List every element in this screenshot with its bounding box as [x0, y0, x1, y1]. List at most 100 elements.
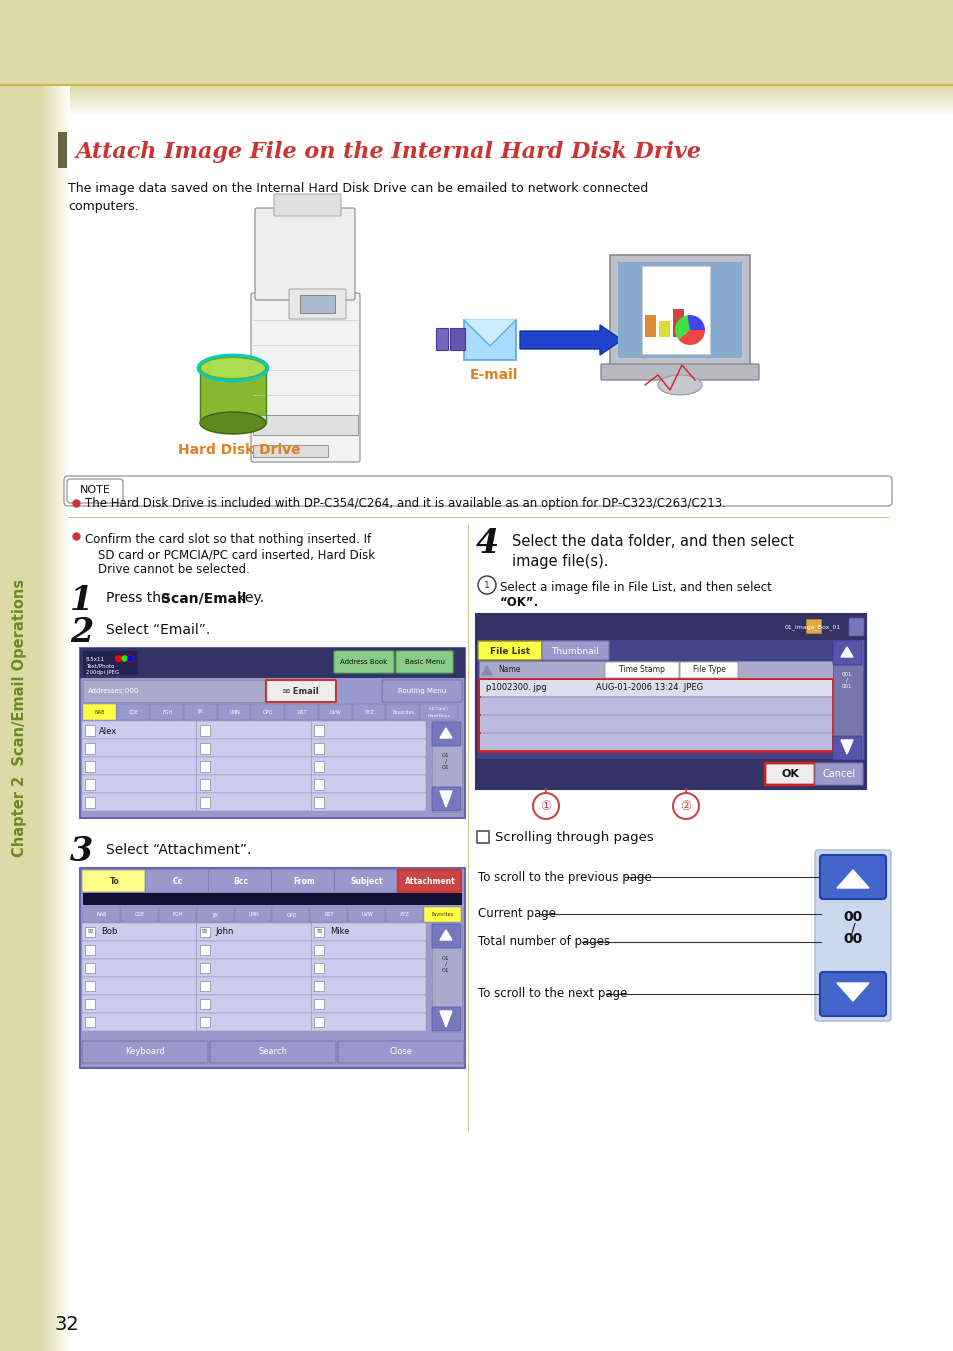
- FancyBboxPatch shape: [184, 704, 216, 720]
- Text: LMN: LMN: [229, 709, 240, 715]
- FancyBboxPatch shape: [83, 907, 120, 921]
- Bar: [686, 319, 698, 336]
- Bar: [83, 893, 461, 905]
- Text: ①: ①: [539, 800, 551, 812]
- Text: 3: 3: [70, 835, 93, 867]
- FancyBboxPatch shape: [196, 959, 311, 977]
- Bar: [200, 367, 266, 423]
- FancyBboxPatch shape: [386, 907, 423, 921]
- Text: Basic Menu: Basic Menu: [405, 659, 444, 665]
- Bar: [199, 761, 210, 771]
- Text: “OK”.: “OK”.: [499, 596, 538, 609]
- Bar: [60, 85, 62, 1351]
- Text: IJK: IJK: [197, 709, 204, 715]
- Text: Select “Email”.: Select “Email”.: [106, 623, 210, 638]
- Bar: [641, 266, 709, 354]
- FancyBboxPatch shape: [311, 994, 426, 1013]
- Text: Select “Attachment”.: Select “Attachment”.: [106, 843, 251, 857]
- Bar: [199, 743, 210, 754]
- FancyBboxPatch shape: [82, 721, 196, 739]
- FancyBboxPatch shape: [196, 793, 311, 811]
- Bar: [476, 613, 865, 640]
- Bar: [85, 944, 95, 955]
- FancyBboxPatch shape: [432, 1006, 460, 1031]
- FancyBboxPatch shape: [196, 907, 233, 921]
- Text: NOTE: NOTE: [79, 485, 111, 494]
- Text: Chapter 2  Scan/Email Operations: Chapter 2 Scan/Email Operations: [12, 580, 28, 857]
- Bar: [479, 680, 831, 696]
- Bar: [42, 85, 44, 1351]
- Bar: [40, 86, 953, 89]
- FancyBboxPatch shape: [604, 662, 679, 678]
- Bar: [44, 85, 45, 1351]
- Bar: [85, 725, 95, 736]
- Bar: [479, 698, 831, 713]
- Circle shape: [672, 793, 699, 819]
- Text: AUG-01-2006 13:24  JPEG: AUG-01-2006 13:24 JPEG: [596, 684, 702, 693]
- FancyBboxPatch shape: [311, 757, 426, 775]
- Text: OPQ: OPQ: [286, 912, 296, 917]
- Bar: [85, 981, 95, 992]
- Text: Hard Disk Drive: Hard Disk Drive: [178, 443, 300, 457]
- FancyBboxPatch shape: [311, 959, 426, 977]
- Text: John: John: [215, 928, 233, 936]
- Bar: [644, 315, 656, 336]
- FancyBboxPatch shape: [764, 763, 814, 785]
- Bar: [69, 85, 70, 1351]
- Bar: [68, 85, 69, 1351]
- Text: RST: RST: [297, 709, 307, 715]
- FancyArrow shape: [519, 326, 621, 355]
- FancyBboxPatch shape: [83, 704, 115, 720]
- Bar: [67, 85, 68, 1351]
- Bar: [58, 132, 67, 168]
- FancyBboxPatch shape: [311, 721, 426, 739]
- Text: ②: ②: [679, 800, 691, 812]
- Bar: [314, 998, 324, 1009]
- FancyBboxPatch shape: [82, 775, 196, 793]
- Bar: [58, 85, 59, 1351]
- FancyBboxPatch shape: [832, 640, 862, 665]
- Text: Cc: Cc: [172, 877, 183, 885]
- FancyBboxPatch shape: [158, 907, 195, 921]
- Bar: [85, 780, 95, 790]
- FancyBboxPatch shape: [820, 971, 885, 1016]
- FancyBboxPatch shape: [311, 942, 426, 959]
- FancyBboxPatch shape: [311, 793, 426, 811]
- Text: The image data saved on the Internal Hard Disk Drive can be emailed to network c: The image data saved on the Internal Har…: [68, 182, 648, 195]
- Text: To scroll to the next page: To scroll to the next page: [477, 988, 627, 1001]
- FancyBboxPatch shape: [82, 870, 145, 892]
- Bar: [40, 105, 953, 107]
- Bar: [40, 85, 953, 86]
- Text: Bob: Bob: [101, 928, 117, 936]
- Text: 00: 00: [842, 932, 862, 946]
- Text: computers.: computers.: [68, 200, 138, 213]
- FancyBboxPatch shape: [318, 704, 352, 720]
- FancyBboxPatch shape: [196, 994, 311, 1013]
- Text: Name: Name: [497, 666, 520, 674]
- Ellipse shape: [200, 357, 266, 380]
- Bar: [55, 85, 57, 1351]
- FancyBboxPatch shape: [353, 704, 385, 720]
- Bar: [46, 85, 47, 1351]
- Text: SD Card /: SD Card /: [429, 707, 448, 711]
- Bar: [80, 648, 464, 817]
- Bar: [479, 716, 831, 732]
- Text: Scrolling through pages: Scrolling through pages: [495, 831, 653, 843]
- Bar: [314, 1017, 324, 1027]
- Bar: [314, 927, 324, 938]
- Polygon shape: [481, 666, 492, 676]
- Bar: [85, 743, 95, 754]
- Bar: [40, 93, 953, 95]
- Bar: [47, 85, 49, 1351]
- FancyBboxPatch shape: [609, 255, 749, 365]
- Text: Favorites: Favorites: [432, 912, 454, 917]
- Bar: [199, 780, 210, 790]
- FancyBboxPatch shape: [600, 363, 759, 380]
- Text: XYZ: XYZ: [400, 912, 410, 917]
- FancyBboxPatch shape: [82, 942, 196, 959]
- Text: From: From: [293, 877, 314, 885]
- Bar: [478, 680, 832, 751]
- Text: 00: 00: [842, 911, 862, 924]
- Bar: [80, 648, 464, 678]
- FancyBboxPatch shape: [254, 208, 355, 300]
